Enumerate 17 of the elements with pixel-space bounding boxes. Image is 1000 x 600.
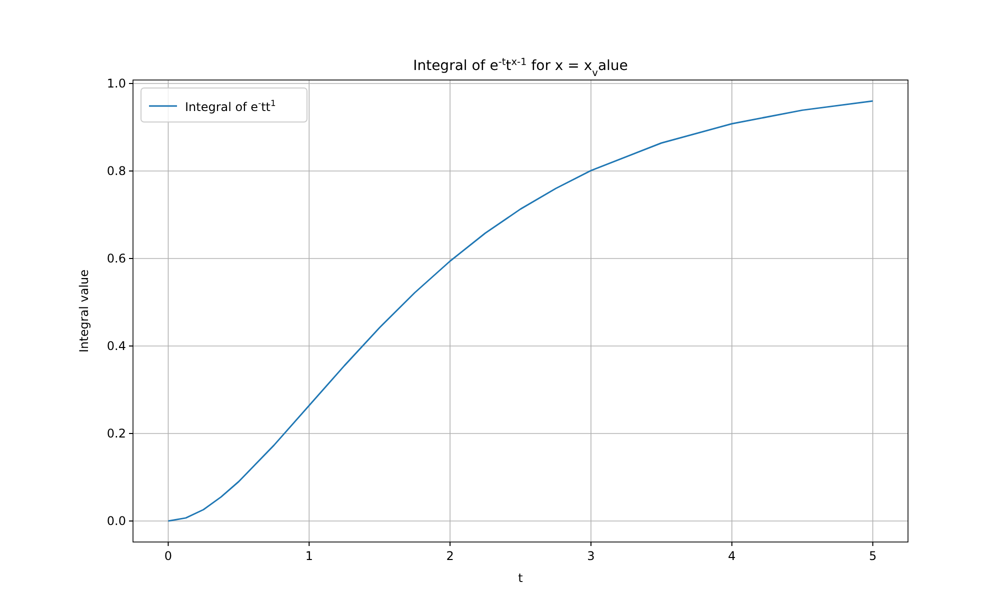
x-tick-label: 3 [587, 549, 595, 563]
x-tick-label: 5 [868, 549, 877, 563]
x-axis-title: t [518, 571, 524, 585]
x-tick-label: 2 [446, 549, 454, 563]
x-tick-label: 1 [305, 549, 313, 563]
legend-label: Integral of e$^{-}$tt$^{1}$ [185, 98, 276, 114]
y-tick-label: 0.6 [106, 252, 126, 266]
x-tick-label: 4 [728, 549, 736, 563]
y-tick-label: 1.0 [106, 76, 126, 90]
x-tick-label: 0 [164, 549, 172, 563]
y-tick-label: 0.4 [106, 339, 126, 353]
chart-title: Integral of e$^{-t}$t$^{x-1}$ for x = x$_{v}$alue [413, 56, 628, 78]
y-tick-label: 0.8 [106, 164, 126, 178]
y-tick-label: 0.2 [106, 426, 126, 440]
line-series [167, 100, 874, 522]
y-tick-label: 0.0 [106, 514, 126, 528]
y-axis-title: Integral value [77, 269, 91, 353]
